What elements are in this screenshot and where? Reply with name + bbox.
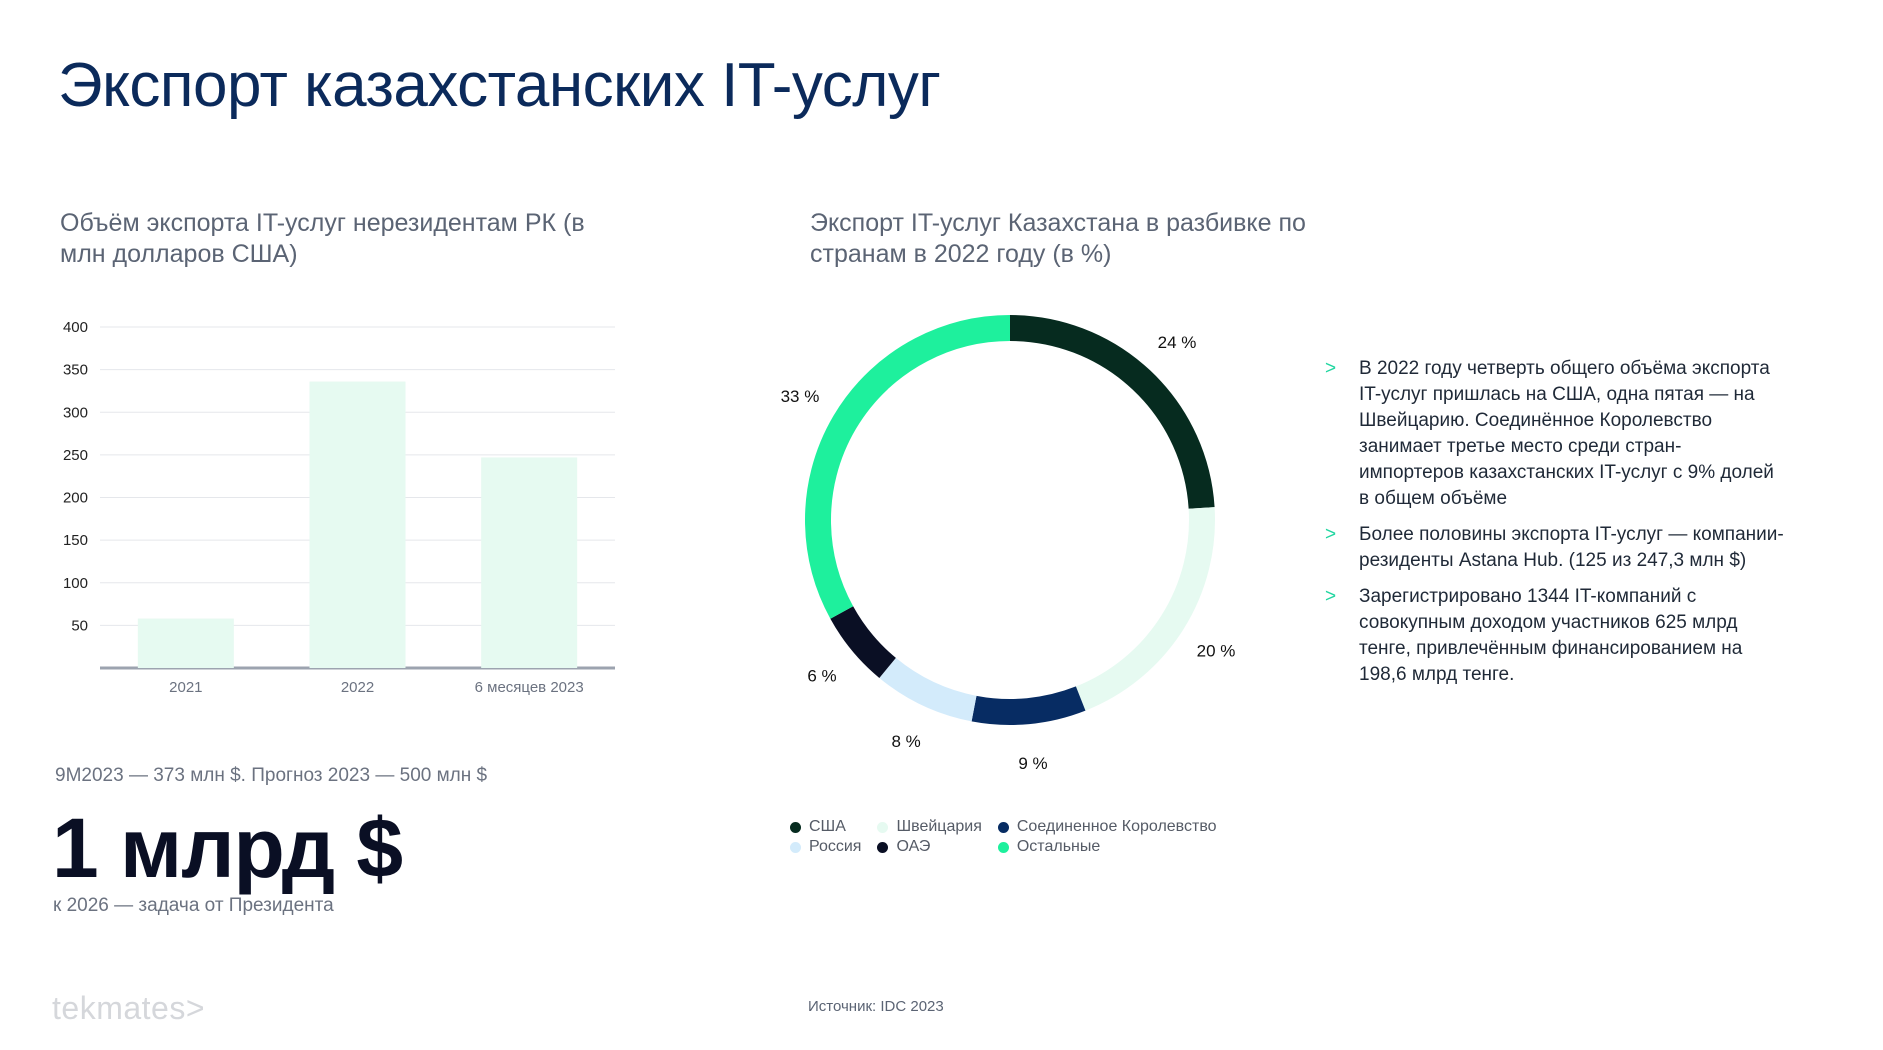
donut-chart-title: Экспорт IT-услуг Казахстана в разбивке п…	[810, 209, 1306, 268]
legend-label: Швейцария	[896, 818, 982, 835]
legend-dot-icon	[877, 821, 889, 833]
slice-label: 9 %	[1018, 754, 1047, 773]
slice-label: 6 %	[807, 667, 836, 686]
legend-dot-icon	[997, 821, 1009, 833]
slice-label: 20 %	[1197, 642, 1236, 661]
legend-label: Остальные	[1016, 838, 1101, 855]
slice-label: 8 %	[891, 732, 920, 751]
x-tick-label: 2021	[169, 679, 202, 696]
legend-dot-icon	[790, 841, 801, 853]
legend-item: Швейцария	[877, 818, 982, 836]
legend-dot-icon	[877, 841, 889, 853]
note-item: > Более половины экспорта IT-услуг — комп…	[1325, 522, 1785, 574]
legend-item: Соединенное Королевство	[997, 818, 1217, 836]
legend-item: Россия	[790, 838, 861, 856]
donut-slice	[879, 657, 977, 722]
bar	[481, 457, 578, 668]
note-text: Более половины экспорта IT-услуг — компа…	[1359, 524, 1784, 571]
chevron-right-icon: >	[1325, 524, 1337, 545]
donut-slice	[1075, 507, 1215, 711]
big-number: 1 млрд $	[52, 801, 403, 895]
y-tick-label: 400	[63, 319, 88, 336]
donut-chart: 24 % 20 % 9 % 8 % 6 % 33 %	[781, 315, 1236, 773]
donut-slice	[971, 686, 1086, 725]
note-text: В 2022 году четверть общего объёма экспо…	[1359, 358, 1774, 509]
y-tick-label: 50	[71, 617, 88, 634]
legend-label: ОАЭ	[896, 838, 931, 855]
big-number-caption: к 2026 — задача от Президента	[53, 895, 334, 916]
legend-item: США	[790, 818, 861, 836]
slice-label: 24 %	[1158, 333, 1197, 352]
bar	[309, 381, 406, 668]
note-item: > Зарегистрировано 1344 IT-компаний с сов…	[1325, 584, 1785, 688]
note-text: Зарегистрировано 1344 IT-компаний с сово…	[1359, 586, 1743, 685]
y-tick-label: 150	[63, 532, 88, 549]
legend-label: Россия	[809, 838, 862, 855]
notes-list: > В 2022 году четверть общего объёма эксп…	[1325, 356, 1785, 698]
y-tick-label: 350	[63, 362, 88, 379]
forecast-note: 9M2023 — 373 млн $. Прогноз 2023 — 500 м…	[55, 765, 488, 786]
legend-item: Остальные	[997, 838, 1217, 856]
x-tick-label: 6 месяцев 2023	[475, 679, 584, 696]
donut-slice	[805, 315, 1011, 619]
page-title: Экспорт казахстанских IT-услуг	[58, 51, 941, 120]
note-item: > В 2022 году четверть общего объёма эксп…	[1325, 356, 1785, 512]
bar	[137, 618, 234, 668]
donut-slice	[830, 605, 897, 678]
legend-label: Соединенное Королевство	[1016, 818, 1217, 835]
source-note: Источник: IDC 2023	[808, 998, 944, 1015]
slice-label: 33 %	[781, 387, 820, 406]
legend-label: США	[809, 818, 846, 835]
donut-legend: США Швейцария Соединенное Королевство Ро…	[790, 818, 1290, 856]
y-tick-label: 100	[63, 575, 88, 592]
legend-dot-icon	[997, 841, 1009, 853]
bar-chart-title: Объём экспорта IT-услуг нерезидентам РК …	[60, 209, 585, 268]
x-tick-label: 2022	[341, 679, 374, 696]
chevron-right-icon: >	[1325, 586, 1337, 607]
legend-item: ОАЭ	[877, 838, 981, 856]
chevron-right-icon: >	[1325, 358, 1337, 379]
donut-slice	[1009, 315, 1215, 509]
y-tick-label: 300	[63, 404, 88, 421]
bar-chart: 50 100 150 200 250 300 350 400 2021 2022 6 месяцев…	[63, 319, 615, 696]
y-tick-label: 200	[63, 490, 88, 507]
y-tick-label: 250	[63, 447, 88, 464]
brand-logo: tekmates>	[52, 990, 206, 1026]
legend-dot-icon	[790, 821, 801, 833]
